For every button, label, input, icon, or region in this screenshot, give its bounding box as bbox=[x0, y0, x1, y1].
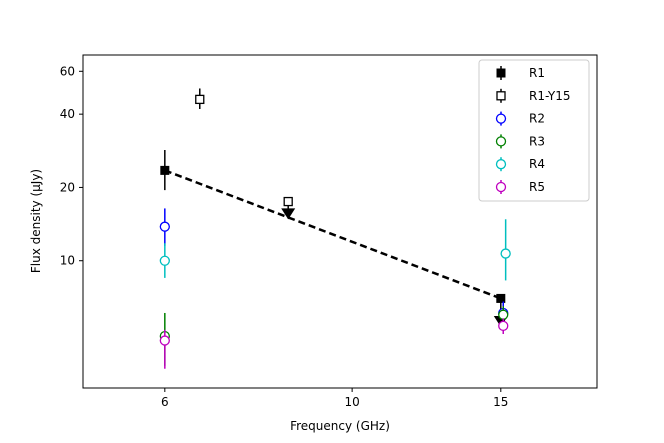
y-tick-label: 60 bbox=[60, 64, 75, 78]
data-point bbox=[498, 320, 509, 332]
data-point bbox=[495, 159, 507, 170]
data-point bbox=[159, 335, 170, 346]
tick-group: 6 10 15 10 20 40 60 bbox=[60, 64, 509, 409]
legend-label: R3 bbox=[529, 134, 545, 148]
fit-line bbox=[164, 169, 502, 300]
legend-label: R1 bbox=[529, 66, 545, 80]
data-point bbox=[195, 94, 205, 105]
y-axis-label: Flux density (μJy) bbox=[29, 169, 43, 273]
data-point bbox=[495, 181, 507, 193]
data-point bbox=[498, 309, 509, 320]
data-point bbox=[496, 293, 506, 303]
x-tick-label: 6 bbox=[161, 395, 169, 409]
data-point bbox=[500, 248, 511, 259]
legend-label: R5 bbox=[529, 180, 545, 194]
data-point bbox=[283, 196, 293, 207]
y-tick-label: 20 bbox=[60, 180, 75, 194]
legend-label: R4 bbox=[529, 157, 545, 171]
upper-limit-arrow bbox=[281, 208, 296, 220]
legend-label: R1-Y15 bbox=[529, 89, 570, 103]
data-point bbox=[159, 255, 170, 266]
data-point bbox=[159, 221, 170, 232]
plot-frame bbox=[82, 54, 598, 389]
plot-area bbox=[159, 88, 511, 369]
legend-box bbox=[478, 59, 590, 202]
x-tick-label: 15 bbox=[493, 395, 508, 409]
data-point bbox=[495, 136, 507, 147]
data-point bbox=[160, 165, 170, 175]
legend: R1 R1-Y15 R2 R3 R4 R5 bbox=[478, 59, 590, 202]
y-tick-label: 40 bbox=[60, 107, 75, 121]
x-tick-label: 10 bbox=[344, 395, 359, 409]
x-axis-label: Frequency (GHz) bbox=[290, 419, 390, 433]
data-point bbox=[496, 68, 506, 78]
y-tick-label: 10 bbox=[60, 254, 75, 268]
legend-label: R2 bbox=[529, 112, 545, 126]
plot-axes bbox=[82, 54, 598, 389]
data-point bbox=[496, 91, 506, 101]
data-point bbox=[495, 113, 507, 124]
